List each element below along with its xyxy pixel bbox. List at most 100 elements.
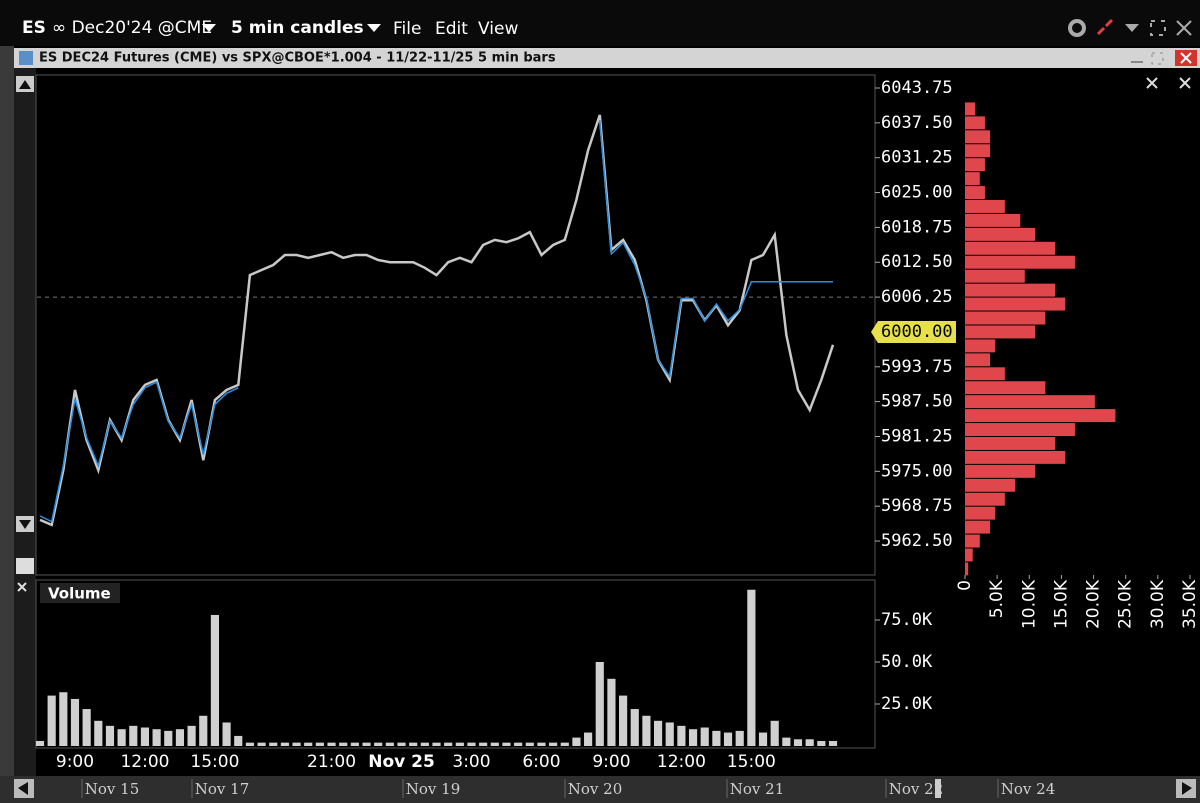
volume-bar xyxy=(397,742,406,746)
dropdown-arrow[interactable] xyxy=(1125,24,1139,32)
symbol[interactable]: ES xyxy=(22,18,46,38)
profile-close[interactable] xyxy=(1146,77,1191,89)
nav-label: Nov 20 xyxy=(568,780,623,798)
profile-bar xyxy=(965,353,991,367)
x-tick-label: 20.0K xyxy=(1084,579,1104,629)
volume-plot-area xyxy=(35,579,876,749)
window-title: ES DEC24 Futures (CME) vs SPX@CBOE*1.004… xyxy=(39,51,556,66)
y-tick-label: 5987.50 xyxy=(881,392,953,412)
y-tick-label: 5975.00 xyxy=(881,461,953,481)
profile-bar xyxy=(965,213,1021,227)
menu-item[interactable]: View xyxy=(478,19,518,39)
profile-bar xyxy=(965,450,1066,464)
x-tick-label: 9:00 xyxy=(56,752,94,772)
close-glyph xyxy=(1180,52,1192,64)
dropdown-arrow[interactable] xyxy=(367,24,381,32)
navigator xyxy=(0,776,1200,803)
profile-bar xyxy=(965,172,980,186)
volume-bar xyxy=(502,742,511,746)
nav-label: Nov 15 xyxy=(85,780,140,798)
volume-bar xyxy=(129,725,138,746)
settings-icon[interactable] xyxy=(1068,19,1086,37)
x-tick-label: 30.0K xyxy=(1148,579,1168,629)
profile-bar xyxy=(965,562,969,576)
profile-bar xyxy=(965,200,1005,213)
volume-bar xyxy=(688,729,698,746)
nav-label: Nov 22 xyxy=(889,780,944,798)
profile-bar xyxy=(965,297,1066,311)
x-tick-label: 9:00 xyxy=(592,752,630,772)
profile-bar xyxy=(965,534,980,548)
volume-bar xyxy=(805,739,814,746)
volume-bar xyxy=(152,729,161,746)
timeframe[interactable]: 5 min candles xyxy=(231,18,364,38)
volume-bar xyxy=(793,739,803,746)
y-tick-label: 6018.75 xyxy=(881,217,953,237)
volume-bar xyxy=(362,742,371,746)
profile-bar xyxy=(965,436,1055,450)
x-tick-label: 15.0K xyxy=(1051,579,1071,629)
x-tick-label: 35.0K xyxy=(1180,579,1200,629)
x-tick-label: 12:00 xyxy=(120,752,169,772)
link-icon[interactable] xyxy=(1096,18,1114,36)
panel-close[interactable] xyxy=(17,582,27,592)
volume-bar xyxy=(817,740,826,746)
volume-bar xyxy=(385,742,394,746)
profile-bar xyxy=(965,283,1055,297)
y-tick-label: 6025.00 xyxy=(881,183,953,203)
volume-bar xyxy=(712,730,721,746)
profile-bar xyxy=(965,423,1075,436)
volume-bar xyxy=(549,742,558,746)
volume-bar xyxy=(444,742,453,746)
profile-bar xyxy=(965,311,1046,325)
volume-bar xyxy=(735,730,744,746)
panel-title-bg xyxy=(40,583,120,603)
volume-bar xyxy=(94,720,103,746)
left-toolbar xyxy=(14,68,36,803)
x-tick-label: 10.0K xyxy=(1019,579,1039,629)
profile-bar xyxy=(965,548,973,562)
volume-bar xyxy=(700,727,709,746)
close-icon[interactable] xyxy=(1176,20,1192,36)
volume-bar xyxy=(257,742,266,746)
expand-icon[interactable] xyxy=(1150,20,1166,36)
profile-bar xyxy=(965,464,1036,478)
profile-bar xyxy=(965,506,996,520)
price-plot-area xyxy=(35,74,876,576)
volume-bar xyxy=(304,742,313,746)
volume-bar xyxy=(420,742,429,746)
toolbar xyxy=(0,0,1200,46)
nav-thumb[interactable] xyxy=(935,779,941,798)
x-tick-label: 0 xyxy=(955,580,975,591)
dropdown-arrow[interactable] xyxy=(202,24,216,32)
contract[interactable]: ∞ Dec20'24 @CME xyxy=(52,18,212,38)
menu-item[interactable]: Edit xyxy=(435,19,468,39)
toolbar-icons xyxy=(1068,18,1192,37)
y-tick-label: 50.0K xyxy=(881,652,933,672)
volume-bar xyxy=(642,715,651,746)
arrow-right xyxy=(1182,782,1192,795)
volume-bar xyxy=(292,742,301,746)
volume-bar xyxy=(105,725,115,746)
maximize-button[interactable] xyxy=(1151,52,1164,65)
menu-item[interactable]: File xyxy=(393,19,421,39)
arrow-left xyxy=(18,782,28,795)
volume-bar xyxy=(269,742,278,746)
volume-bar xyxy=(584,732,593,746)
volume-bar xyxy=(164,730,173,746)
volume-bar xyxy=(280,742,289,746)
y-tick-label: 6006.25 xyxy=(881,287,953,307)
x-tick-label: 21:00 xyxy=(307,752,356,772)
volume-bar xyxy=(828,740,838,746)
y-tick-label: 5962.50 xyxy=(881,531,953,551)
volume-bar xyxy=(35,740,45,746)
profile-bar xyxy=(965,144,991,158)
volume-bar xyxy=(677,725,686,746)
volume-bar xyxy=(595,661,604,746)
profile-bar xyxy=(965,158,985,172)
current-price-tag xyxy=(871,320,956,343)
arrow-down xyxy=(19,520,31,529)
y-tick-label: 6043.75 xyxy=(881,78,953,98)
lock-button[interactable] xyxy=(16,558,34,574)
